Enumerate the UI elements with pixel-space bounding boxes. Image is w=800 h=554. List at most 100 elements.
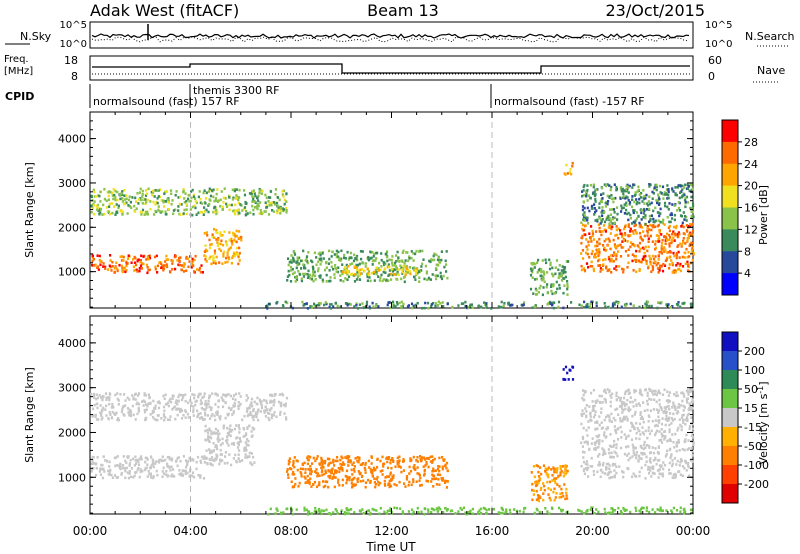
echo-cell <box>298 481 301 485</box>
echo-cell <box>619 229 622 232</box>
echo-cell <box>395 260 398 263</box>
echo-cell <box>265 196 268 200</box>
echo-cell <box>129 411 133 414</box>
echo-cell <box>677 441 680 444</box>
echo-cell <box>641 426 644 429</box>
echo-cell <box>470 303 473 306</box>
echo-cell <box>306 479 309 483</box>
echo-cell <box>308 468 311 472</box>
echo-cell <box>340 257 343 261</box>
echo-cell <box>624 304 627 307</box>
echo-cell <box>551 284 554 288</box>
echo-cell <box>93 396 96 399</box>
echo-cell <box>692 443 695 446</box>
echo-cell <box>246 408 249 411</box>
echo-cell <box>200 416 204 419</box>
echo-cell <box>624 233 627 237</box>
echo-cell <box>687 184 690 188</box>
echo-cell <box>590 225 593 228</box>
echo-cell <box>117 418 120 422</box>
echo-cell <box>438 465 441 468</box>
echo-cell <box>610 185 613 189</box>
echo-cell <box>317 267 320 270</box>
echo-cell <box>143 393 146 397</box>
echo-cell <box>626 212 629 216</box>
echo-cell <box>592 473 596 476</box>
echo-cell <box>265 399 268 403</box>
echo-cell <box>367 273 371 277</box>
echo-cell <box>320 257 323 260</box>
echo-cell <box>533 511 536 515</box>
echo-cell <box>218 462 221 466</box>
echo-cell <box>589 508 592 512</box>
echo-cell <box>334 264 337 267</box>
echo-cell <box>196 415 199 419</box>
echo-cell <box>594 443 597 446</box>
echo-cell <box>132 457 135 461</box>
echo-cell <box>259 209 262 212</box>
echo-cell <box>217 236 220 240</box>
echo-cell <box>294 280 297 283</box>
echo-cell <box>116 418 119 422</box>
echo-cell <box>320 260 323 263</box>
echo-cell <box>157 189 160 192</box>
echo-cell <box>225 256 228 260</box>
colorbar-tick-label: 15 <box>744 402 758 415</box>
echo-cell <box>126 262 129 265</box>
echo-cell <box>600 394 603 398</box>
echo-cell <box>101 394 104 398</box>
echo-cell <box>648 304 651 308</box>
echo-cell <box>387 301 390 304</box>
echo-cell <box>648 397 651 401</box>
echo-cell <box>412 510 415 514</box>
echo-cell <box>90 210 93 214</box>
echo-cell <box>108 398 111 402</box>
echo-cell <box>210 262 213 266</box>
echo-cell <box>177 209 180 212</box>
echo-cell <box>673 393 676 396</box>
echo-cell <box>91 254 94 258</box>
echo-cell <box>102 467 105 471</box>
echo-cell <box>656 429 659 433</box>
echo-cell <box>347 275 351 279</box>
echo-cell <box>608 451 611 455</box>
echo-cell <box>591 249 594 253</box>
echo-cell <box>187 265 190 269</box>
echo-cell <box>594 197 597 201</box>
echo-cell <box>418 473 421 477</box>
echo-cell <box>212 227 216 231</box>
echo-cell <box>320 509 323 512</box>
echo-cell <box>141 193 144 196</box>
echo-cell <box>189 199 192 203</box>
echo-cell <box>691 223 694 226</box>
echo-cell <box>290 259 293 262</box>
echo-cell <box>145 263 148 267</box>
echo-cell <box>657 261 660 265</box>
echo-cell <box>672 473 675 477</box>
echo-cell <box>662 410 665 414</box>
echo-cell <box>151 193 154 197</box>
echo-cell <box>117 204 120 208</box>
echo-cell <box>654 431 658 435</box>
echo-cell <box>299 467 302 471</box>
echo-cell <box>446 276 449 280</box>
echo-cell <box>426 301 430 305</box>
echo-cell <box>613 474 616 477</box>
echo-cell <box>648 228 651 231</box>
echo-cell <box>638 437 641 441</box>
echo-cell <box>546 480 549 484</box>
echo-cell <box>183 208 186 212</box>
echo-cell <box>300 472 303 476</box>
echo-cell <box>601 463 605 467</box>
echo-cell <box>315 256 318 259</box>
echo-cell <box>272 210 275 213</box>
echo-cell <box>152 476 155 480</box>
echo-cell <box>173 475 176 478</box>
echo-cell <box>182 413 185 417</box>
echo-cell <box>624 390 627 393</box>
echo-cell <box>587 475 590 478</box>
echo-cell <box>644 216 647 220</box>
echo-cell <box>629 408 632 411</box>
echo-cell <box>238 211 241 215</box>
echo-cell <box>121 266 124 270</box>
